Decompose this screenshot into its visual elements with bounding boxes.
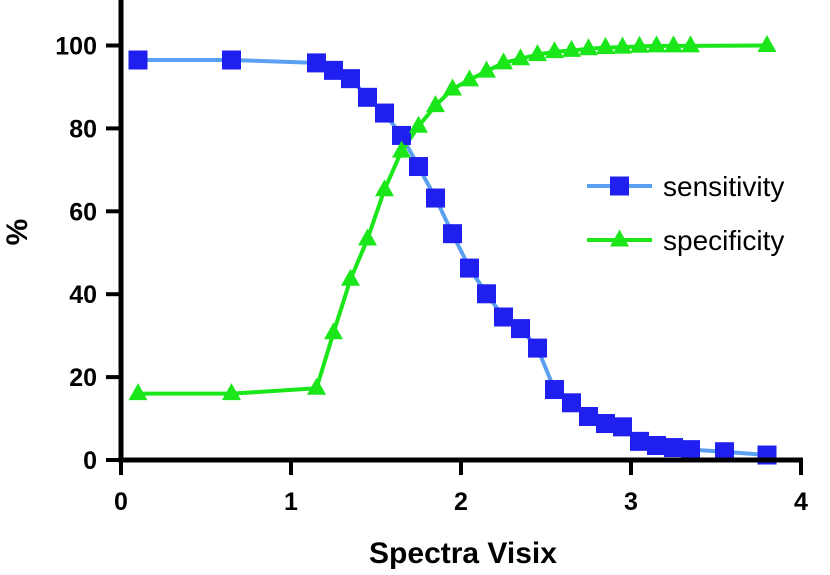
sensitivity-point xyxy=(324,60,343,80)
x-tick-label: 0 xyxy=(114,488,128,516)
specificity-point xyxy=(358,228,377,246)
specificity-point xyxy=(375,179,394,197)
specificity-point xyxy=(528,44,547,62)
sensitivity-point xyxy=(128,50,148,70)
legend-specificity-label: specificity xyxy=(663,225,784,256)
specificity-point xyxy=(477,60,496,78)
legend-sensitivity-marker xyxy=(610,176,629,196)
specificity-point xyxy=(681,35,700,53)
sensitivity-point xyxy=(426,188,445,208)
sensitivity-point xyxy=(681,440,700,460)
sensitivity-point xyxy=(341,69,360,89)
sensitivity-point xyxy=(613,417,632,437)
y-tick-label: 80 xyxy=(69,115,97,143)
sensitivity-point xyxy=(630,431,649,451)
sensitivity-point xyxy=(664,438,683,458)
sensitivity-point xyxy=(647,435,666,455)
sensitivity-point xyxy=(494,307,513,327)
sensitivity-point xyxy=(392,125,411,145)
specificity-point xyxy=(494,52,513,70)
sensitivity-point xyxy=(715,442,734,462)
sensitivity-point xyxy=(375,103,394,123)
specificity-point xyxy=(545,41,564,59)
sensitivity-point xyxy=(545,380,564,400)
specificity-point xyxy=(307,377,326,395)
specificity-point xyxy=(324,322,343,340)
x-axis-title: Spectra Visix xyxy=(369,537,557,570)
specificity-point xyxy=(757,34,777,52)
specificity-point xyxy=(630,35,649,53)
specificity-point xyxy=(460,69,479,87)
sensitivity-point xyxy=(409,157,428,177)
specificity-point xyxy=(511,48,530,66)
specificity-point xyxy=(647,35,666,53)
specificity-point xyxy=(128,383,148,401)
specificity-point xyxy=(579,38,598,56)
specificity-point xyxy=(562,39,581,57)
y-tick-label: 100 xyxy=(55,33,97,61)
x-tick-label: 4 xyxy=(794,488,808,516)
sensitivity-point xyxy=(562,393,581,413)
y-tick-label: 40 xyxy=(69,281,97,309)
y-tick-label: 0 xyxy=(83,447,97,475)
specificity-point xyxy=(426,95,445,113)
specificity-point xyxy=(664,35,683,53)
x-tick-label: 3 xyxy=(624,488,638,516)
specificity-point xyxy=(613,36,632,54)
specificity-point xyxy=(392,140,411,158)
specificity-point xyxy=(222,383,241,401)
y-axis-title: % xyxy=(1,219,34,246)
sensitivity-point xyxy=(460,258,479,278)
legend-sensitivity-label: sensitivity xyxy=(663,171,784,202)
specificity-point xyxy=(409,115,428,133)
legend-specificity-marker xyxy=(610,229,629,247)
sensitivity-point xyxy=(222,50,241,70)
y-tick-label: 60 xyxy=(69,198,97,226)
sensitivity-point xyxy=(358,87,377,107)
legend: sensitivity specificity xyxy=(587,171,784,256)
specificity-point xyxy=(596,37,615,55)
specificity-line xyxy=(138,43,768,396)
sensitivity-point xyxy=(443,224,462,244)
specificity-point xyxy=(341,268,360,286)
sensitivity-point xyxy=(596,414,615,434)
sensitivity-point xyxy=(579,406,598,426)
sensitivity-point xyxy=(307,53,326,73)
y-tick-label: 20 xyxy=(69,364,97,392)
sensitivity-point xyxy=(528,338,547,358)
sensitivity-point xyxy=(511,319,530,339)
specificity-point xyxy=(443,78,462,96)
sensitivity-point xyxy=(477,284,496,304)
x-tick-label: 2 xyxy=(454,488,468,516)
x-tick-label: 1 xyxy=(284,488,298,516)
